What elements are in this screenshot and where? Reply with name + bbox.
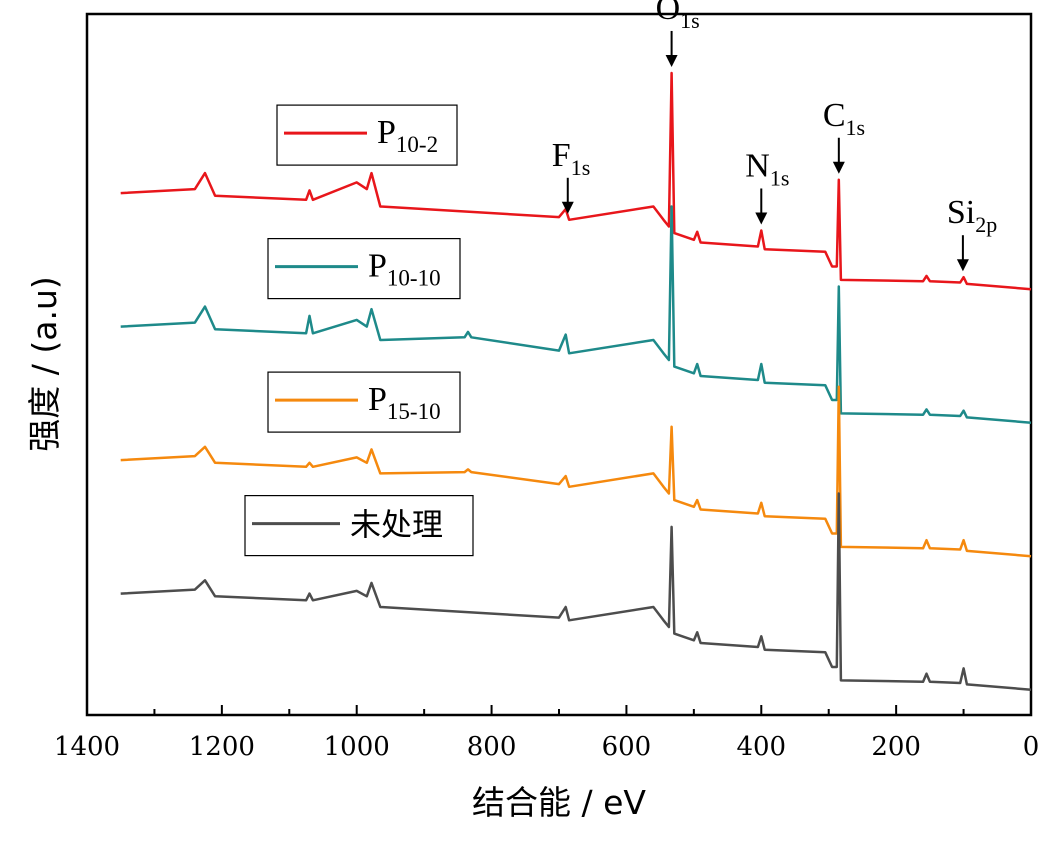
x-tick-label: 800 [467,732,517,762]
annotation-arrow-head [956,259,969,272]
y-axis-title: 强度 / (a.u) [25,276,64,451]
peak-label: F1s [552,137,590,180]
legend-box [267,371,461,433]
annotation-arrow-head [832,161,845,174]
series-line [120,385,1032,558]
x-tick-label: 1200 [189,732,255,762]
series-line [120,492,1032,691]
legend-label: 未处理 [350,508,443,544]
series-lines [120,71,1032,691]
x-axis-title: 结合能 / eV [472,783,646,822]
x-axis: 1400 1200 1000 800 600 400 200 0 [54,705,1039,762]
legend-box [244,495,474,557]
annotation-arrow-head [561,201,574,214]
x-tick-label: 600 [602,732,652,762]
x-tick-label: 200 [871,732,921,762]
peak-label: C1s [823,97,865,140]
annotation-arrow-head [755,212,768,225]
series-line [120,71,1032,291]
peak-label: Si2p [947,194,997,237]
peak-label: N1s [745,147,789,190]
peak-annotations: O1s F1s N1s C1s Si2p [552,0,997,272]
x-tick-label: 1000 [324,732,390,762]
x-tick-label: 1400 [54,732,120,762]
annotation-arrow-head [665,54,678,67]
plot-frame [85,12,1033,717]
series-line [120,205,1032,424]
x-tick-label: 0 [1023,732,1040,762]
legend-box [267,238,461,300]
legend-box [276,104,458,166]
x-tick-label: 400 [736,732,786,762]
peak-label: O1s [656,0,700,33]
